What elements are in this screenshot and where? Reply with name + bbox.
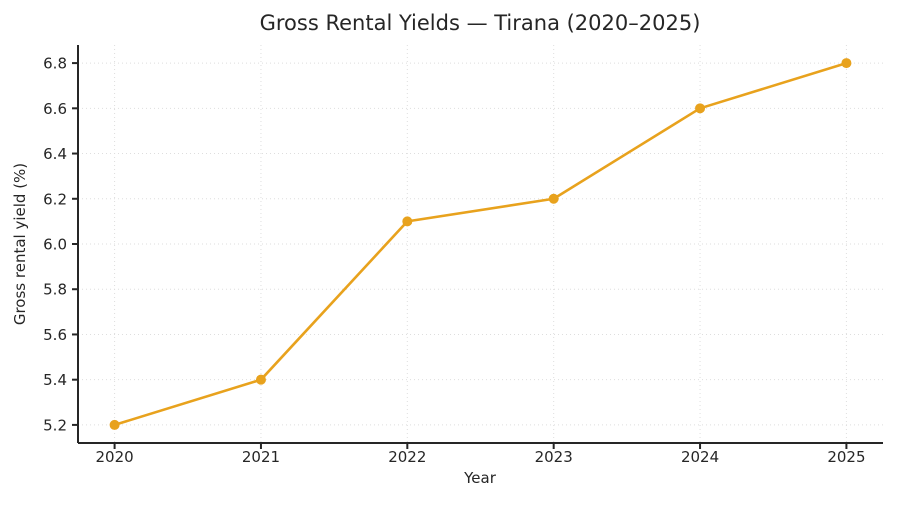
y-tick-label: 5.4 bbox=[43, 371, 67, 389]
y-tick-label: 6.2 bbox=[43, 190, 67, 208]
y-tick-label: 5.8 bbox=[43, 281, 67, 299]
y-tick-label: 5.2 bbox=[43, 416, 67, 434]
data-series bbox=[109, 58, 852, 430]
data-point bbox=[255, 374, 266, 385]
x-tick-label: 2022 bbox=[388, 448, 426, 466]
tick-labels: 2020 2021 2022 2023 2024 2025 5.2 5.4 5.6 5.8 6.0 6… bbox=[43, 55, 865, 466]
x-tick-label: 2025 bbox=[827, 448, 865, 466]
y-axis-label: Gross rental yield (%) bbox=[11, 163, 29, 325]
y-tick-label: 6.0 bbox=[43, 236, 67, 254]
data-point bbox=[109, 419, 120, 430]
x-tick-label: 2024 bbox=[681, 448, 719, 466]
gridlines bbox=[78, 45, 883, 443]
y-tick-label: 6.4 bbox=[43, 145, 67, 163]
data-point bbox=[402, 216, 413, 227]
axes bbox=[72, 45, 883, 449]
chart-title: Gross Rental Yields — Tirana (2020–2025) bbox=[260, 11, 701, 35]
x-axis-label: Year bbox=[463, 469, 497, 487]
x-tick-label: 2020 bbox=[95, 448, 133, 466]
y-tick-label: 6.6 bbox=[43, 100, 67, 118]
data-point bbox=[695, 103, 706, 114]
data-point bbox=[548, 193, 559, 204]
x-tick-label: 2023 bbox=[535, 448, 573, 466]
x-tick-label: 2021 bbox=[242, 448, 280, 466]
data-point bbox=[841, 58, 852, 69]
y-tick-label: 6.8 bbox=[43, 55, 67, 73]
y-tick-label: 5.6 bbox=[43, 326, 67, 344]
data-line bbox=[113, 61, 848, 427]
